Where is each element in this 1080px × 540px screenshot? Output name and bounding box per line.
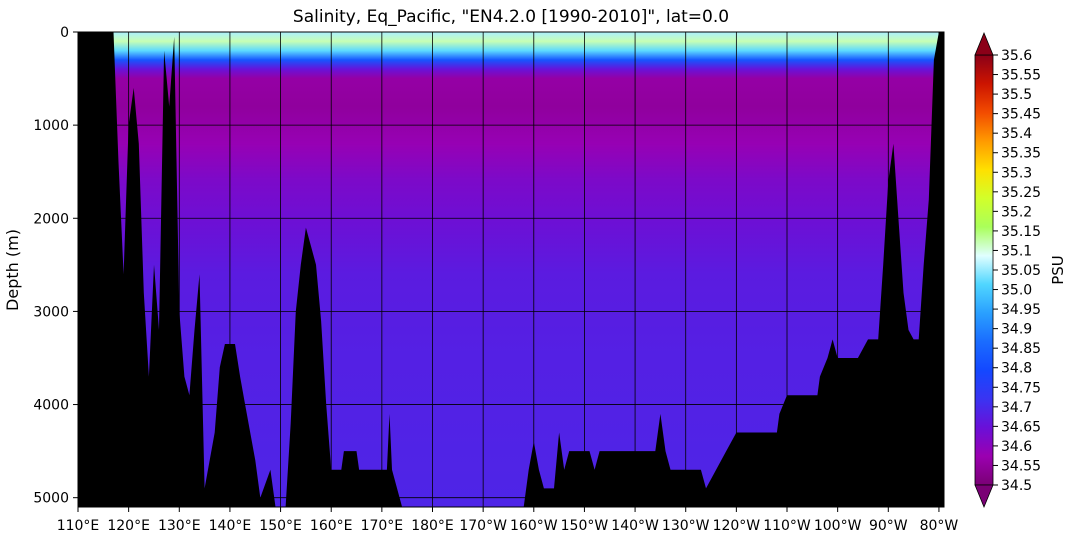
colorbar-body — [974, 54, 994, 486]
seafloor-topography — [78, 32, 944, 507]
y-axis-label: Depth (m) — [3, 229, 22, 311]
y-tick-label: 0 — [60, 25, 69, 41]
x-tick-label: 90°W — [869, 518, 908, 534]
x-axis: 110°E 120°E 130°E 140°E 150°E 160°E 170°E 180°E… — [57, 507, 959, 534]
colorbar-tick-label: 35.05 — [1001, 263, 1041, 279]
colorbar-tick-label: 35.35 — [1001, 146, 1041, 162]
colorbar-tick-label: 34.55 — [1001, 458, 1041, 474]
x-tick-label: 120°W — [713, 518, 761, 534]
colorbar-tick-label: 35.1 — [1001, 243, 1032, 259]
colorbar-tick-label: 34.75 — [1001, 380, 1041, 396]
x-tick-label: 80°W — [920, 518, 959, 534]
colorbar-tick-label: 35.3 — [1001, 165, 1032, 181]
x-tick-label: 170°E — [361, 518, 404, 534]
chart-title: Salinity, Eq_Pacific, "EN4.2.0 [1990-201… — [293, 7, 729, 27]
x-tick-label: 140°W — [611, 518, 659, 534]
colorbar-ticks: 35.6 35.55 35.5 35.45 35.4 35.35 35.3 35.25 35.2… — [993, 48, 1041, 494]
x-tick-label: 130°W — [662, 518, 710, 534]
colorbar-tick-label: 34.65 — [1001, 419, 1041, 435]
x-tick-label: 110°W — [763, 518, 811, 534]
colorbar-tick-label: 34.85 — [1001, 341, 1041, 357]
colorbar-tick-label: 34.95 — [1001, 302, 1041, 318]
colorbar-tick-label: 35.5 — [1001, 87, 1032, 103]
colorbar-tick-label: 35.45 — [1001, 107, 1041, 123]
colorbar-tick-label: 34.8 — [1001, 361, 1032, 377]
x-tick-label: 120°E — [107, 518, 150, 534]
x-tick-label: 160°W — [510, 518, 558, 534]
y-tick-label: 2000 — [33, 211, 69, 227]
colorbar-label: PSU — [1049, 255, 1067, 285]
y-tick-label: 1000 — [33, 118, 69, 134]
colorbar-tick-label: 35.2 — [1001, 204, 1032, 220]
plot-frame — [77, 31, 945, 508]
colorbar: 35.6 35.55 35.5 35.45 35.4 35.35 35.3 35.25 35.2… — [974, 31, 1067, 509]
y-axis: 0 1000 2000 3000 4000 5000 — [33, 25, 78, 507]
colorbar-tick-label: 35.6 — [1001, 48, 1032, 64]
x-tick-label: 130°E — [158, 518, 201, 534]
x-tick-label: 150°W — [561, 518, 609, 534]
x-tick-label: 170°W — [459, 518, 507, 534]
colorbar-tick-label: 34.5 — [1001, 478, 1032, 494]
x-tick-label: 150°E — [259, 518, 302, 534]
plot-area — [78, 32, 944, 507]
colorbar-tick-label: 35.25 — [1001, 185, 1041, 201]
colorbar-tick-label: 34.7 — [1001, 400, 1032, 416]
colorbar-tick-label: 34.6 — [1001, 439, 1032, 455]
colorbar-tick-label: 35.15 — [1001, 224, 1041, 240]
x-tick-label: 110°E — [57, 518, 100, 534]
x-tick-label: 140°E — [209, 518, 252, 534]
colorbar-min-extension — [974, 484, 994, 509]
colorbar-tick-label: 34.9 — [1001, 322, 1032, 338]
colorbar-max-extension — [974, 31, 994, 56]
y-tick-label: 5000 — [33, 491, 69, 507]
grid-lines — [78, 32, 944, 507]
colorbar-tick-label: 35.4 — [1001, 126, 1032, 142]
x-tick-label: 100°W — [814, 518, 862, 534]
colorbar-tick-label: 35.0 — [1001, 283, 1032, 299]
y-tick-label: 3000 — [33, 304, 69, 320]
y-tick-label: 4000 — [33, 398, 69, 414]
x-tick-label: 180°E — [411, 518, 454, 534]
colorbar-tick-label: 35.55 — [1001, 68, 1041, 84]
x-tick-label: 160°E — [310, 518, 353, 534]
